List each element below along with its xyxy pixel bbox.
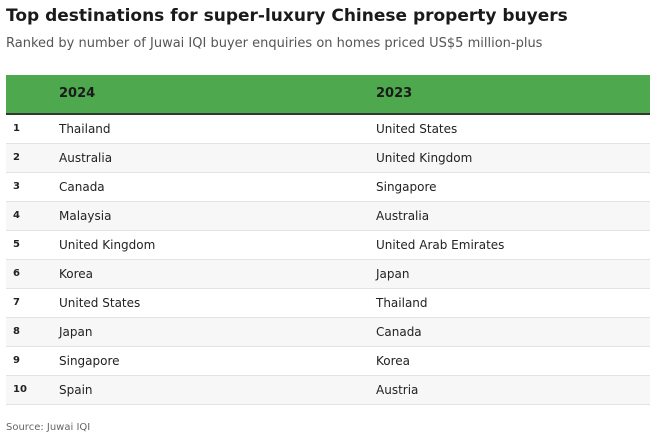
table-row: 2 Australia United Kingdom <box>6 144 650 173</box>
table-row: 3 Canada Singapore <box>6 173 650 202</box>
table-row: 1 Thailand United States <box>6 115 650 144</box>
destination-2024-cell: Canada <box>59 180 105 194</box>
rank-cell: 6 <box>13 268 20 279</box>
rank-cell: 3 <box>13 181 20 192</box>
table-row: 5 United Kingdom United Arab Emirates <box>6 231 650 260</box>
table-row: 4 Malaysia Australia <box>6 202 650 231</box>
column-header-2023: 2023 <box>376 86 413 101</box>
destination-2023-cell: Canada <box>376 325 422 339</box>
destination-2024-cell: Spain <box>59 383 93 397</box>
rankings-table: 2024 2023 1 Thailand United States 2 Austral… <box>6 75 650 405</box>
destination-2023-cell: Japan <box>376 267 410 281</box>
rank-cell: 9 <box>13 355 20 366</box>
rank-cell: 10 <box>13 384 27 395</box>
destination-2023-cell: United States <box>376 122 458 136</box>
rank-cell: 4 <box>13 210 20 221</box>
rank-cell: 5 <box>13 239 20 250</box>
destination-2023-cell: Thailand <box>376 296 428 310</box>
table-row: 10 Spain Austria <box>6 376 650 405</box>
chart-subtitle: Ranked by number of Juwai IQI buyer enqu… <box>6 36 543 51</box>
destination-2024-cell: Korea <box>59 267 94 281</box>
destination-2023-cell: Korea <box>376 354 411 368</box>
table-row: 7 United States Thailand <box>6 289 650 318</box>
rank-cell: 1 <box>13 123 20 134</box>
destination-2024-cell: Malaysia <box>59 209 112 223</box>
source-note: Source: Juwai IQI <box>6 422 91 433</box>
destination-2024-cell: Thailand <box>59 122 111 136</box>
destination-2024-cell: Singapore <box>59 354 120 368</box>
destination-2024-cell: United Kingdom <box>59 238 156 252</box>
table-header: 2024 2023 <box>6 75 650 115</box>
destination-2024-cell: Japan <box>59 325 93 339</box>
destination-2023-cell: Singapore <box>376 180 437 194</box>
rank-cell: 2 <box>13 152 20 163</box>
destination-2023-cell: United Arab Emirates <box>376 238 505 252</box>
destination-2023-cell: United Kingdom <box>376 151 473 165</box>
table-row: 6 Korea Japan <box>6 260 650 289</box>
chart-title: Top destinations for super-luxury Chines… <box>6 6 568 26</box>
destination-2024-cell: United States <box>59 296 141 310</box>
destination-2023-cell: Australia <box>376 209 430 223</box>
column-header-2024: 2024 <box>59 86 96 101</box>
rank-cell: 7 <box>13 297 20 308</box>
table-row: 9 Singapore Korea <box>6 347 650 376</box>
table-row: 8 Japan Canada <box>6 318 650 347</box>
table-body: 1 Thailand United States 2 Australia United K… <box>6 115 650 405</box>
destination-2024-cell: Australia <box>59 151 113 165</box>
rank-cell: 8 <box>13 326 20 337</box>
destination-2023-cell: Austria <box>376 383 419 397</box>
